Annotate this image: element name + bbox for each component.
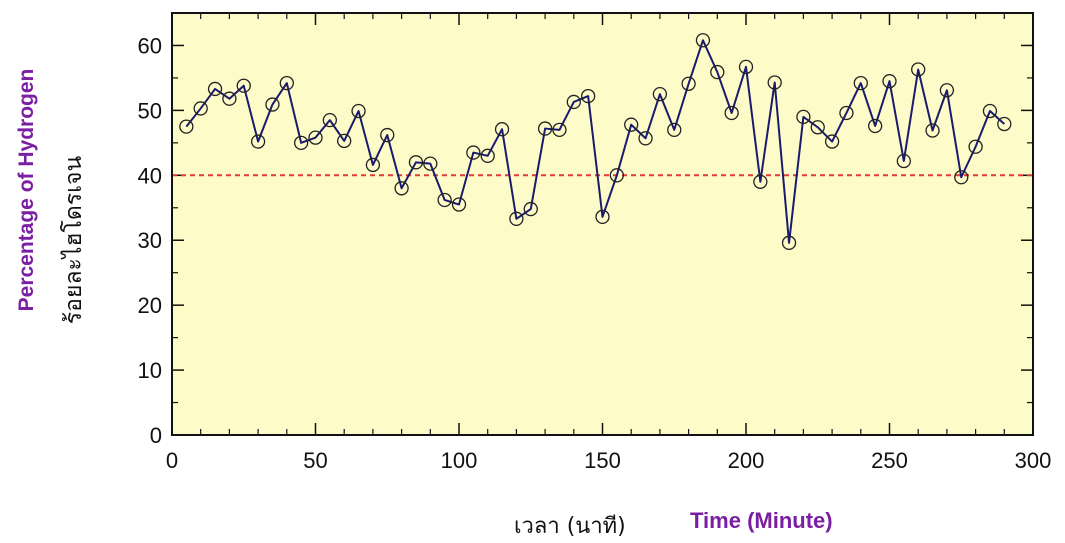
y-tick-label: 50 (138, 98, 162, 123)
data-point (753, 174, 768, 189)
data-point (179, 119, 194, 134)
y-tick-label: 0 (150, 423, 162, 448)
data-point (480, 148, 495, 163)
data-point (207, 81, 223, 97)
data-point (882, 74, 897, 89)
data-point (997, 116, 1012, 132)
data-point (609, 168, 624, 183)
data-point (222, 91, 237, 106)
data-point (781, 235, 797, 250)
data-point (509, 211, 524, 226)
data-point (624, 117, 639, 132)
y-tick-label: 10 (138, 358, 162, 383)
data-point (982, 103, 998, 119)
data-point (968, 139, 983, 154)
axis-ticks: 0 50 100 150 200 250 300 0 10 20 30 40 50 60 (138, 13, 1052, 473)
x-tick-label: 250 (871, 448, 908, 473)
data-point (595, 209, 610, 225)
data-point (652, 87, 668, 102)
x-axis-label-english: Time (Minute) (690, 508, 833, 533)
data-point (250, 134, 266, 149)
series-line (185, 39, 1005, 244)
data-point (638, 131, 653, 146)
data-point (394, 181, 409, 196)
data-point (552, 122, 567, 138)
data-point (322, 112, 338, 128)
data-point (868, 118, 883, 134)
x-tick-label: 200 (728, 448, 765, 473)
data-point (896, 153, 911, 169)
data-point (695, 33, 711, 48)
y-tick-label: 20 (138, 293, 162, 318)
data-point (466, 145, 481, 160)
x-tick-label: 0 (166, 448, 178, 473)
y-tick-label: 30 (138, 228, 162, 253)
data-point (193, 101, 208, 116)
data-point (581, 88, 596, 104)
y-tick-label: 40 (138, 163, 162, 188)
x-tick-label: 100 (441, 448, 478, 473)
data-point (853, 75, 868, 91)
data-point (451, 197, 467, 212)
data-point (523, 201, 538, 217)
y-axis-label-thai: ร้อยละไฮโดรเจน (52, 120, 96, 360)
data-point (408, 155, 424, 170)
data-point (767, 75, 782, 90)
data-point (810, 120, 825, 135)
data-markers (179, 33, 1012, 250)
x-tick-label: 150 (584, 448, 621, 473)
data-point (939, 83, 955, 98)
data-point (537, 121, 553, 136)
data-point (925, 123, 940, 138)
data-point (380, 127, 395, 143)
data-point (667, 122, 682, 138)
data-point (236, 78, 251, 93)
x-tick-label: 50 (303, 448, 327, 473)
data-point (365, 157, 381, 173)
data-point (911, 62, 926, 77)
data-point (824, 134, 840, 149)
data-point (337, 133, 352, 149)
data-point (423, 156, 438, 171)
x-axis-label-thai: เวลา (นาที) (514, 514, 626, 539)
data-point (351, 103, 366, 119)
data-point (293, 135, 309, 150)
data-point (437, 192, 452, 208)
data-point (494, 122, 510, 137)
data-point (724, 105, 739, 121)
y-axis-label-english-text: Percentage of Hydrogen (15, 68, 38, 312)
data-point (265, 97, 280, 112)
y-axis-label-english: Percentage of Hydrogen (5, 25, 49, 355)
y-tick-label: 60 (138, 33, 162, 58)
data-point (954, 170, 969, 185)
data-point (738, 59, 754, 75)
plot-frame (171, 12, 1034, 436)
y-axis-label-thai-text: ร้อยละไฮโดรเจน (61, 155, 87, 325)
data-point (308, 130, 323, 145)
data-point (681, 76, 696, 91)
data-point (796, 109, 811, 125)
data-point (710, 64, 725, 80)
data-point (839, 105, 854, 121)
data-point (566, 94, 581, 110)
x-tick-label: 300 (1015, 448, 1052, 473)
data-point (279, 75, 294, 91)
